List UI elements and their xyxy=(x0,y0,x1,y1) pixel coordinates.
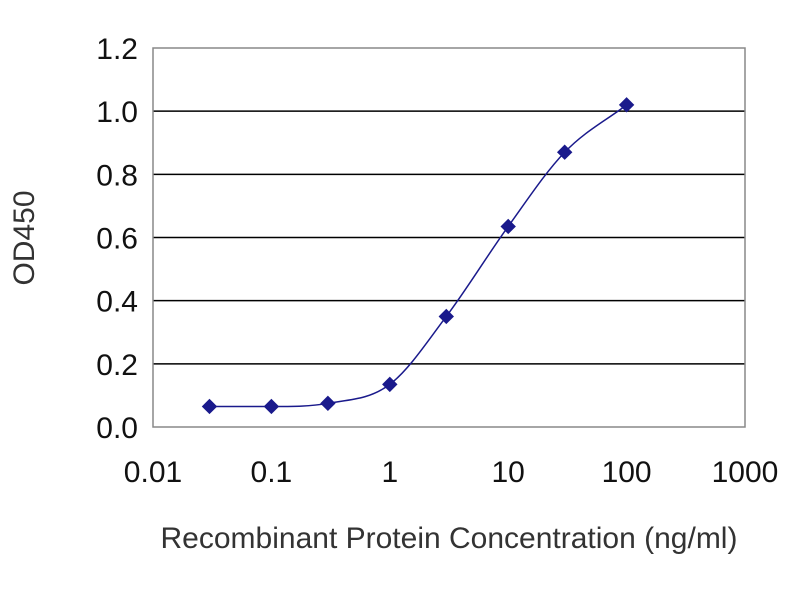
data-point xyxy=(438,308,454,325)
y-axis-title: OD450 xyxy=(8,190,41,285)
x-tick-label: 0.01 xyxy=(124,456,182,489)
data-points xyxy=(201,97,635,415)
data-point xyxy=(556,144,573,160)
y-tick-label: 0.6 xyxy=(96,223,138,256)
data-point xyxy=(320,395,336,412)
y-tick-label: 1.0 xyxy=(96,96,138,129)
y-tick-label: 1.2 xyxy=(96,33,138,66)
x-tick-label: 100 xyxy=(602,456,652,489)
y-tick-label: 0.0 xyxy=(96,412,138,445)
data-point xyxy=(500,218,516,235)
data-point xyxy=(618,97,635,113)
data-point xyxy=(263,398,280,415)
x-tick-label: 1 xyxy=(381,456,398,489)
x-tick-label: 0.1 xyxy=(251,456,293,489)
x-tick-label: 1000 xyxy=(712,456,779,489)
fit-curve xyxy=(209,104,628,408)
plot-area-frame xyxy=(152,47,746,428)
y-axis-tick-labels: 0.0 0.2 0.4 0.6 0.8 1.0 1.2 xyxy=(96,33,138,445)
x-tick-label: 10 xyxy=(492,456,525,489)
y-tick-label: 0.4 xyxy=(96,286,138,319)
data-point xyxy=(201,398,218,415)
data-point xyxy=(382,376,398,393)
x-axis-title: Recombinant Protein Concentration (ng/ml… xyxy=(161,522,738,555)
y-tick-label: 0.8 xyxy=(96,159,138,192)
grid-lines xyxy=(153,110,745,365)
y-tick-label: 0.2 xyxy=(96,349,138,382)
x-axis-tick-labels: 0.01 0.1 1 10 100 1000 xyxy=(124,456,779,489)
